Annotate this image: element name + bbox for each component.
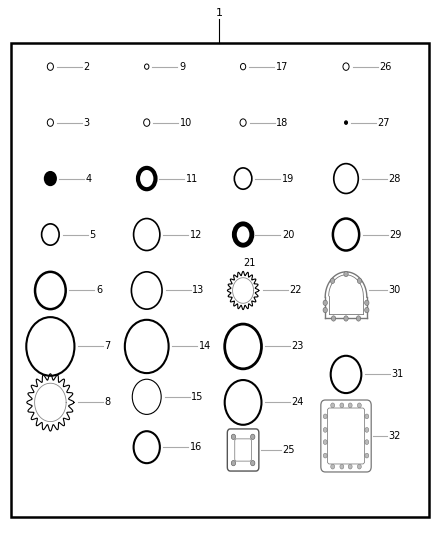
Text: 11: 11: [186, 174, 198, 183]
Text: 12: 12: [190, 230, 202, 239]
Circle shape: [330, 278, 335, 284]
Circle shape: [132, 379, 161, 415]
Text: 26: 26: [379, 62, 392, 71]
FancyBboxPatch shape: [321, 400, 371, 472]
Circle shape: [240, 63, 246, 70]
Circle shape: [134, 431, 160, 463]
Text: 3: 3: [84, 118, 90, 127]
Circle shape: [240, 119, 246, 126]
Circle shape: [145, 64, 149, 69]
Text: 29: 29: [389, 230, 402, 239]
Bar: [11, 43, 429, 517]
Circle shape: [357, 403, 361, 408]
FancyBboxPatch shape: [227, 429, 259, 471]
Circle shape: [365, 427, 369, 432]
Circle shape: [323, 440, 327, 445]
Circle shape: [331, 464, 335, 469]
Circle shape: [334, 164, 358, 193]
Circle shape: [251, 434, 255, 440]
Circle shape: [348, 464, 352, 469]
Text: 25: 25: [283, 445, 295, 455]
Circle shape: [365, 453, 369, 458]
Text: 16: 16: [190, 442, 202, 452]
Circle shape: [331, 356, 361, 393]
Text: 5: 5: [89, 230, 95, 239]
Text: 14: 14: [199, 342, 211, 351]
Circle shape: [251, 461, 255, 466]
Text: 13: 13: [192, 286, 205, 295]
Text: 19: 19: [282, 174, 294, 183]
Circle shape: [35, 272, 66, 309]
Circle shape: [357, 278, 362, 284]
Circle shape: [345, 121, 347, 124]
Circle shape: [323, 414, 327, 419]
Text: 2: 2: [84, 62, 90, 71]
Text: 8: 8: [105, 398, 111, 407]
Circle shape: [46, 173, 55, 184]
Text: 23: 23: [292, 342, 304, 351]
Circle shape: [323, 300, 328, 305]
Text: 24: 24: [292, 398, 304, 407]
Text: 22: 22: [290, 286, 302, 295]
Circle shape: [144, 119, 150, 126]
Circle shape: [332, 316, 336, 321]
Circle shape: [234, 224, 252, 245]
Text: 17: 17: [276, 62, 288, 71]
Circle shape: [348, 403, 352, 408]
Text: 20: 20: [282, 230, 294, 239]
Circle shape: [340, 464, 344, 469]
Circle shape: [340, 403, 344, 408]
Circle shape: [125, 320, 169, 373]
Circle shape: [343, 63, 349, 70]
Circle shape: [365, 414, 369, 419]
Circle shape: [131, 272, 162, 309]
Circle shape: [225, 324, 261, 369]
Circle shape: [323, 427, 327, 432]
Text: 7: 7: [105, 342, 111, 351]
Text: 4: 4: [85, 174, 92, 183]
Circle shape: [47, 119, 53, 126]
Text: 6: 6: [96, 286, 102, 295]
Circle shape: [356, 316, 360, 321]
Text: 31: 31: [392, 369, 404, 379]
FancyBboxPatch shape: [328, 408, 364, 464]
Circle shape: [231, 461, 236, 466]
Text: 32: 32: [389, 431, 401, 441]
Circle shape: [357, 464, 361, 469]
Circle shape: [231, 434, 236, 440]
Circle shape: [333, 219, 359, 251]
Text: 15: 15: [191, 392, 204, 402]
Circle shape: [344, 271, 348, 277]
Circle shape: [364, 308, 369, 313]
Circle shape: [323, 453, 327, 458]
Circle shape: [234, 168, 252, 189]
Circle shape: [47, 63, 53, 70]
Text: 9: 9: [179, 62, 185, 71]
Text: 18: 18: [276, 118, 289, 127]
Circle shape: [364, 300, 369, 305]
Circle shape: [323, 308, 328, 313]
Circle shape: [365, 440, 369, 445]
Circle shape: [225, 380, 261, 425]
Circle shape: [331, 403, 335, 408]
Text: 21: 21: [243, 257, 255, 268]
Circle shape: [138, 168, 155, 189]
Circle shape: [134, 219, 160, 251]
Text: 10: 10: [180, 118, 192, 127]
Text: 30: 30: [389, 286, 400, 295]
Text: 27: 27: [378, 118, 390, 127]
Circle shape: [344, 316, 348, 321]
Circle shape: [26, 317, 74, 376]
Text: 28: 28: [389, 174, 401, 183]
Circle shape: [42, 224, 59, 245]
FancyBboxPatch shape: [235, 439, 251, 461]
Text: 1: 1: [215, 9, 223, 18]
